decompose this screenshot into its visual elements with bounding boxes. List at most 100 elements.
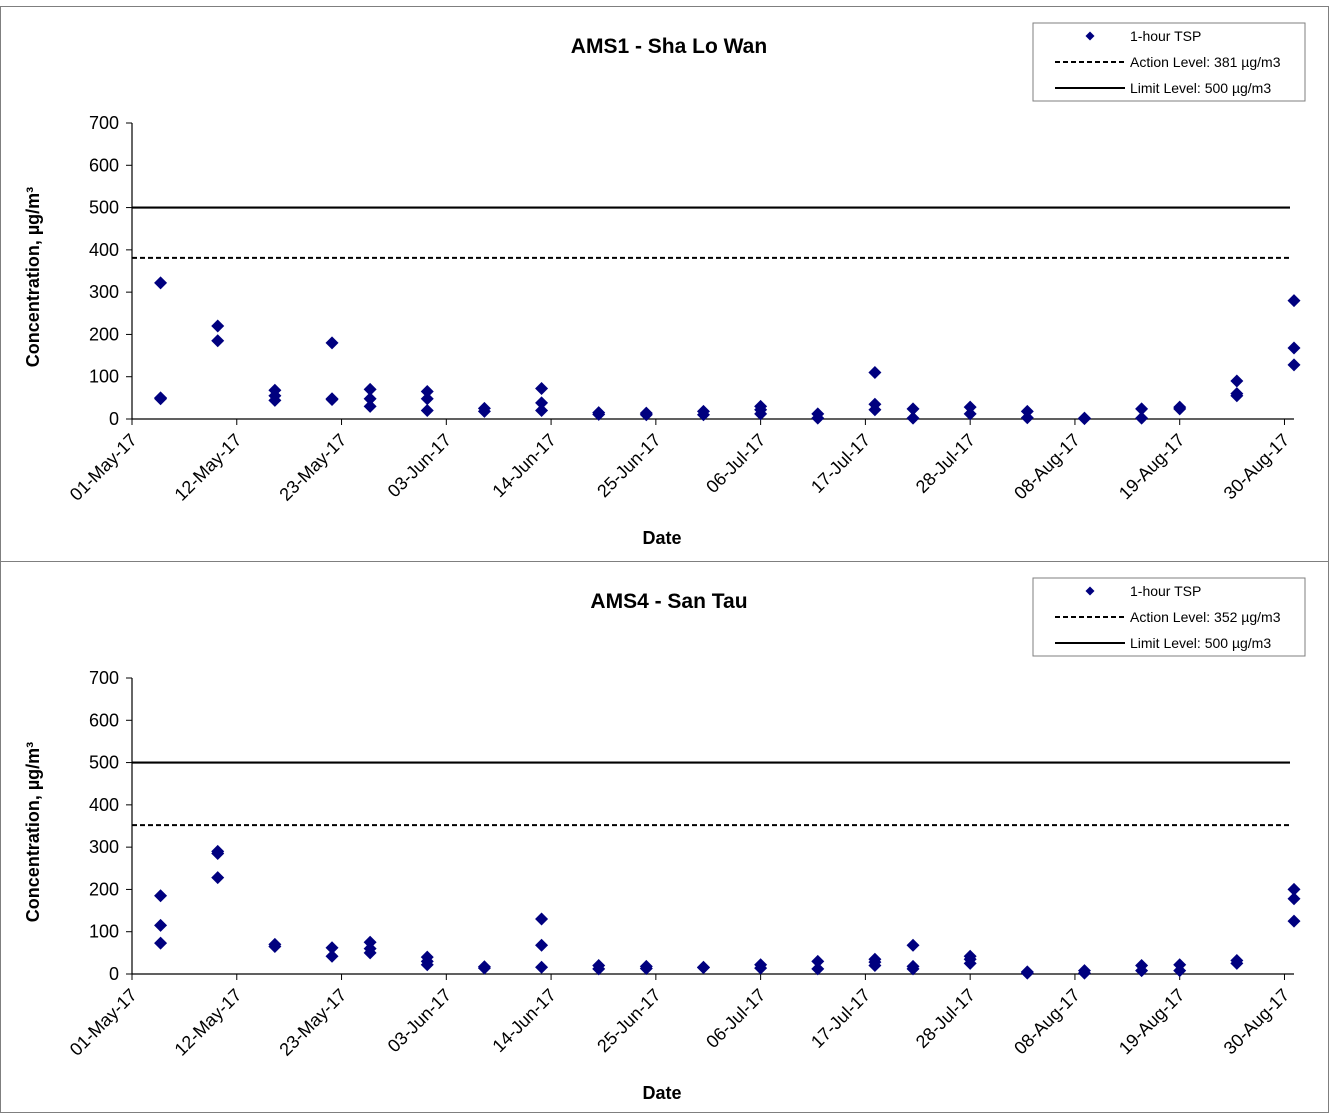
y-tick-label: 0 [109, 964, 119, 984]
data-point [754, 961, 768, 975]
data-point [963, 407, 977, 421]
data-point [1173, 402, 1187, 416]
data-point [477, 961, 491, 975]
data-point [1287, 892, 1301, 906]
x-tick-label: 17-Jul-17 [807, 985, 874, 1052]
x-tick-label: 01-May-17 [66, 985, 141, 1060]
data-point [1020, 966, 1034, 980]
x-tick-label: 01-May-17 [66, 430, 141, 505]
x-tick-label: 03-Jun-17 [384, 430, 455, 501]
x-tick-label: 25-Jun-17 [593, 985, 664, 1056]
x-tick-label: 08-Aug-17 [1010, 430, 1084, 504]
chart-svg: AMS1 - Sha Lo Wan 0 100 200 300 400 500 600 700 0… [23, 22, 1306, 548]
data-point [963, 956, 977, 970]
chart-title: AMS4 - San Tau [590, 590, 747, 613]
data-point [592, 407, 606, 421]
x-tick-label: 14-Jun-17 [488, 985, 559, 1056]
x-tick-label: 12-May-17 [171, 985, 246, 1060]
data-point [1173, 964, 1187, 978]
x-tick-label: 25-Jun-17 [593, 430, 664, 501]
data-point [1287, 341, 1301, 355]
x-tick-label: 28-Jul-17 [912, 430, 979, 497]
y-tick-label: 500 [89, 753, 119, 773]
y-tick-label: 0 [109, 409, 119, 429]
legend-label: Action Level: 352 µg/m3 [1130, 609, 1281, 625]
legend-label: 1-hour TSP [1130, 583, 1201, 599]
data-point [325, 949, 339, 963]
data-point [154, 391, 168, 405]
data-point [639, 408, 653, 422]
x-tick-label: 30-Aug-17 [1220, 430, 1294, 504]
y-tick-label: 600 [89, 710, 119, 730]
data-point [906, 938, 920, 952]
chart-panel-ams1: AMS1 - Sha Lo Wan 0 100 200 300 400 500 600 700 0… [0, 6, 1329, 562]
data-point [696, 408, 710, 422]
chart-panel-ams4: AMS4 - San Tau 0 100 200 300 400 500 600 700 01-M… [0, 561, 1329, 1113]
legend-label: Limit Level: 500 µg/m3 [1130, 80, 1271, 96]
data-point [477, 404, 491, 418]
data-point [906, 962, 920, 976]
legend-marker-diamond [1085, 586, 1095, 596]
x-tick-label: 19-Aug-17 [1115, 430, 1189, 504]
data-point [363, 399, 377, 413]
data-point [211, 846, 225, 860]
y-tick-label: 500 [89, 198, 119, 218]
data-point [696, 961, 710, 975]
data-point [1135, 402, 1149, 416]
data-point [1230, 389, 1244, 403]
x-axis-title: Date [642, 528, 681, 548]
data-point [535, 404, 549, 418]
x-tick-label: 06-Jul-17 [702, 430, 769, 497]
data-point [1230, 956, 1244, 970]
data-point [1287, 358, 1301, 372]
x-tick-label: 12-May-17 [171, 430, 246, 505]
data-point [154, 276, 168, 290]
data-point [1077, 966, 1091, 980]
x-axis-title: Date [642, 1083, 681, 1103]
data-point [211, 334, 225, 348]
data-point [363, 382, 377, 396]
data-point [325, 941, 339, 955]
data-point [868, 365, 882, 379]
y-axis-title: Concentration, µg/m³ [23, 187, 43, 367]
y-axis-title: Concentration, µg/m³ [23, 742, 43, 922]
data-point [1020, 411, 1034, 425]
data-point [363, 392, 377, 406]
x-tick-label: 17-Jul-17 [807, 430, 874, 497]
x-tick-label: 23-May-17 [275, 430, 350, 505]
y-tick-label: 700 [89, 668, 119, 688]
legend: 1-hour TSP Action Level: 352 µg/m3 Limit L… [1032, 577, 1306, 657]
y-tick-label: 700 [89, 113, 119, 133]
x-tick-label: 14-Jun-17 [488, 430, 559, 501]
data-point [1287, 914, 1301, 928]
data-point [268, 940, 282, 954]
legend-label: Action Level: 381 µg/m3 [1130, 54, 1281, 70]
legend-marker-diamond [1085, 31, 1095, 41]
x-tick-label: 08-Aug-17 [1010, 985, 1084, 1059]
data-point [1135, 964, 1149, 978]
data-point [754, 407, 768, 421]
data-point [1230, 374, 1244, 388]
y-tick-label: 400 [89, 795, 119, 815]
data-point [363, 946, 377, 960]
data-point [154, 889, 168, 903]
data-point [1287, 882, 1301, 896]
data-point [811, 954, 825, 968]
y-tick-label: 200 [89, 324, 119, 344]
data-point [420, 385, 434, 399]
data-point [1077, 412, 1091, 426]
data-point [535, 938, 549, 952]
data-point [535, 912, 549, 926]
data-point [325, 393, 339, 407]
y-tick-label: 300 [89, 282, 119, 302]
data-point [420, 404, 434, 418]
y-tick-label: 300 [89, 837, 119, 857]
data-point [268, 393, 282, 407]
y-tick-label: 100 [89, 922, 119, 942]
legend-label: 1-hour TSP [1130, 28, 1201, 44]
data-point [963, 400, 977, 414]
x-tick-label: 03-Jun-17 [384, 985, 455, 1056]
data-point [535, 960, 549, 974]
data-point [906, 411, 920, 425]
data-point [811, 411, 825, 425]
